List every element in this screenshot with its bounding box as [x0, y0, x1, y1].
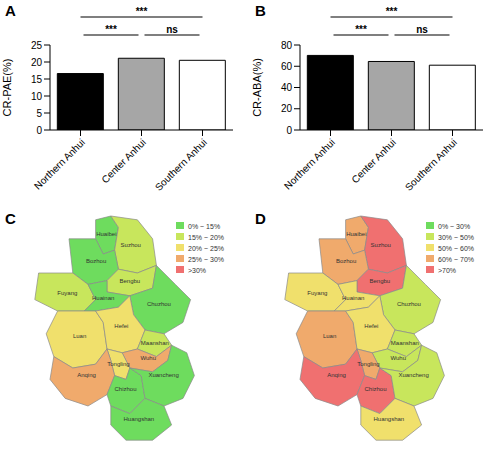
svg-text:Huainan: Huainan — [342, 295, 364, 301]
svg-text:Bozhou: Bozhou — [86, 258, 106, 264]
svg-text:Anqing: Anqing — [327, 372, 346, 378]
svg-text:Huainan: Huainan — [92, 295, 114, 301]
svg-text:Center Anhui: Center Anhui — [99, 137, 148, 186]
svg-text:0% ~ 15%: 0% ~ 15% — [188, 223, 220, 230]
svg-text:Luan: Luan — [323, 333, 336, 339]
svg-text:5: 5 — [36, 108, 42, 119]
svg-text:Hefei: Hefei — [364, 323, 378, 329]
svg-text:Xuancheng: Xuancheng — [148, 372, 178, 378]
svg-text:Southern Anhui: Southern Anhui — [153, 137, 209, 193]
svg-text:10: 10 — [31, 91, 43, 102]
svg-text:Southern Anhui: Southern Anhui — [403, 137, 459, 193]
svg-text:Huangshan: Huangshan — [373, 416, 404, 422]
svg-text:20% ~ 25%: 20% ~ 25% — [188, 245, 224, 252]
svg-text:60% ~ 70%: 60% ~ 70% — [438, 256, 474, 263]
svg-text:Hefei: Hefei — [114, 323, 128, 329]
svg-text:Northern Anhui: Northern Anhui — [282, 137, 337, 192]
svg-text:60: 60 — [281, 61, 293, 72]
svg-text:40: 40 — [281, 82, 293, 93]
svg-text:Huaibei: Huaibei — [346, 231, 366, 237]
svg-text:Huaibei: Huaibei — [96, 231, 116, 237]
svg-text:ns: ns — [416, 24, 428, 35]
svg-text:Huangshan: Huangshan — [123, 416, 154, 422]
svg-text:Center Anhui: Center Anhui — [349, 137, 398, 186]
svg-text:Chuzhou: Chuzhou — [397, 301, 421, 307]
svg-text:Bengbu: Bengbu — [369, 278, 390, 284]
svg-text:ns: ns — [166, 24, 178, 35]
svg-text:Tongling: Tongling — [357, 361, 379, 367]
svg-text:0: 0 — [36, 125, 42, 136]
svg-text:Wuhu: Wuhu — [390, 355, 406, 361]
svg-text:Bengbu: Bengbu — [119, 278, 140, 284]
svg-text:Luan: Luan — [73, 333, 86, 339]
svg-text:Chizhou: Chizhou — [365, 386, 387, 392]
svg-text:15% ~ 20%: 15% ~ 20% — [188, 234, 224, 241]
html-text:B: B — [255, 2, 266, 19]
svg-text:80: 80 — [281, 40, 293, 51]
svg-text:20: 20 — [281, 103, 293, 114]
svg-text:Maanshan: Maanshan — [141, 340, 169, 346]
html-text:C: C — [5, 210, 16, 227]
svg-text:Northern Anhui: Northern Anhui — [32, 137, 87, 192]
svg-text:Suzhou: Suzhou — [371, 242, 391, 248]
svg-text:CR-PAE(%): CR-PAE(%) — [8, 59, 13, 117]
svg-text:Xuancheng: Xuancheng — [398, 372, 428, 378]
svg-text:***: *** — [355, 24, 367, 35]
svg-text:Chizhou: Chizhou — [115, 386, 137, 392]
html-text:A: A — [5, 2, 16, 19]
svg-text:Wuhu: Wuhu — [140, 355, 156, 361]
svg-text:30% ~ 50%: 30% ~ 50% — [438, 234, 474, 241]
svg-text:>30%: >30% — [188, 267, 206, 274]
svg-text:Chuzhou: Chuzhou — [147, 301, 171, 307]
svg-text:***: *** — [136, 6, 148, 17]
svg-text:50% ~ 60%: 50% ~ 60% — [438, 245, 474, 252]
svg-text:Bozhou: Bozhou — [336, 258, 356, 264]
svg-text:15: 15 — [31, 74, 43, 85]
svg-text:***: *** — [105, 24, 117, 35]
svg-text:CR-ABA(%): CR-ABA(%) — [251, 58, 263, 117]
svg-text:Fuyang: Fuyang — [57, 290, 77, 296]
svg-text:Fuyang: Fuyang — [307, 290, 327, 296]
svg-text:Tongling: Tongling — [107, 361, 129, 367]
svg-text:***: *** — [386, 6, 398, 17]
svg-text:0% ~ 30%: 0% ~ 30% — [438, 223, 470, 230]
svg-text:25% ~ 30%: 25% ~ 30% — [188, 256, 224, 263]
svg-text:25: 25 — [31, 40, 43, 51]
svg-text:Anqing: Anqing — [77, 372, 96, 378]
svg-text:Suzhou: Suzhou — [121, 242, 141, 248]
svg-text:>70%: >70% — [438, 267, 456, 274]
svg-text:Maanshan: Maanshan — [391, 340, 419, 346]
svg-text:0: 0 — [286, 125, 292, 136]
svg-text:20: 20 — [31, 57, 43, 68]
html-text:D: D — [255, 210, 266, 227]
